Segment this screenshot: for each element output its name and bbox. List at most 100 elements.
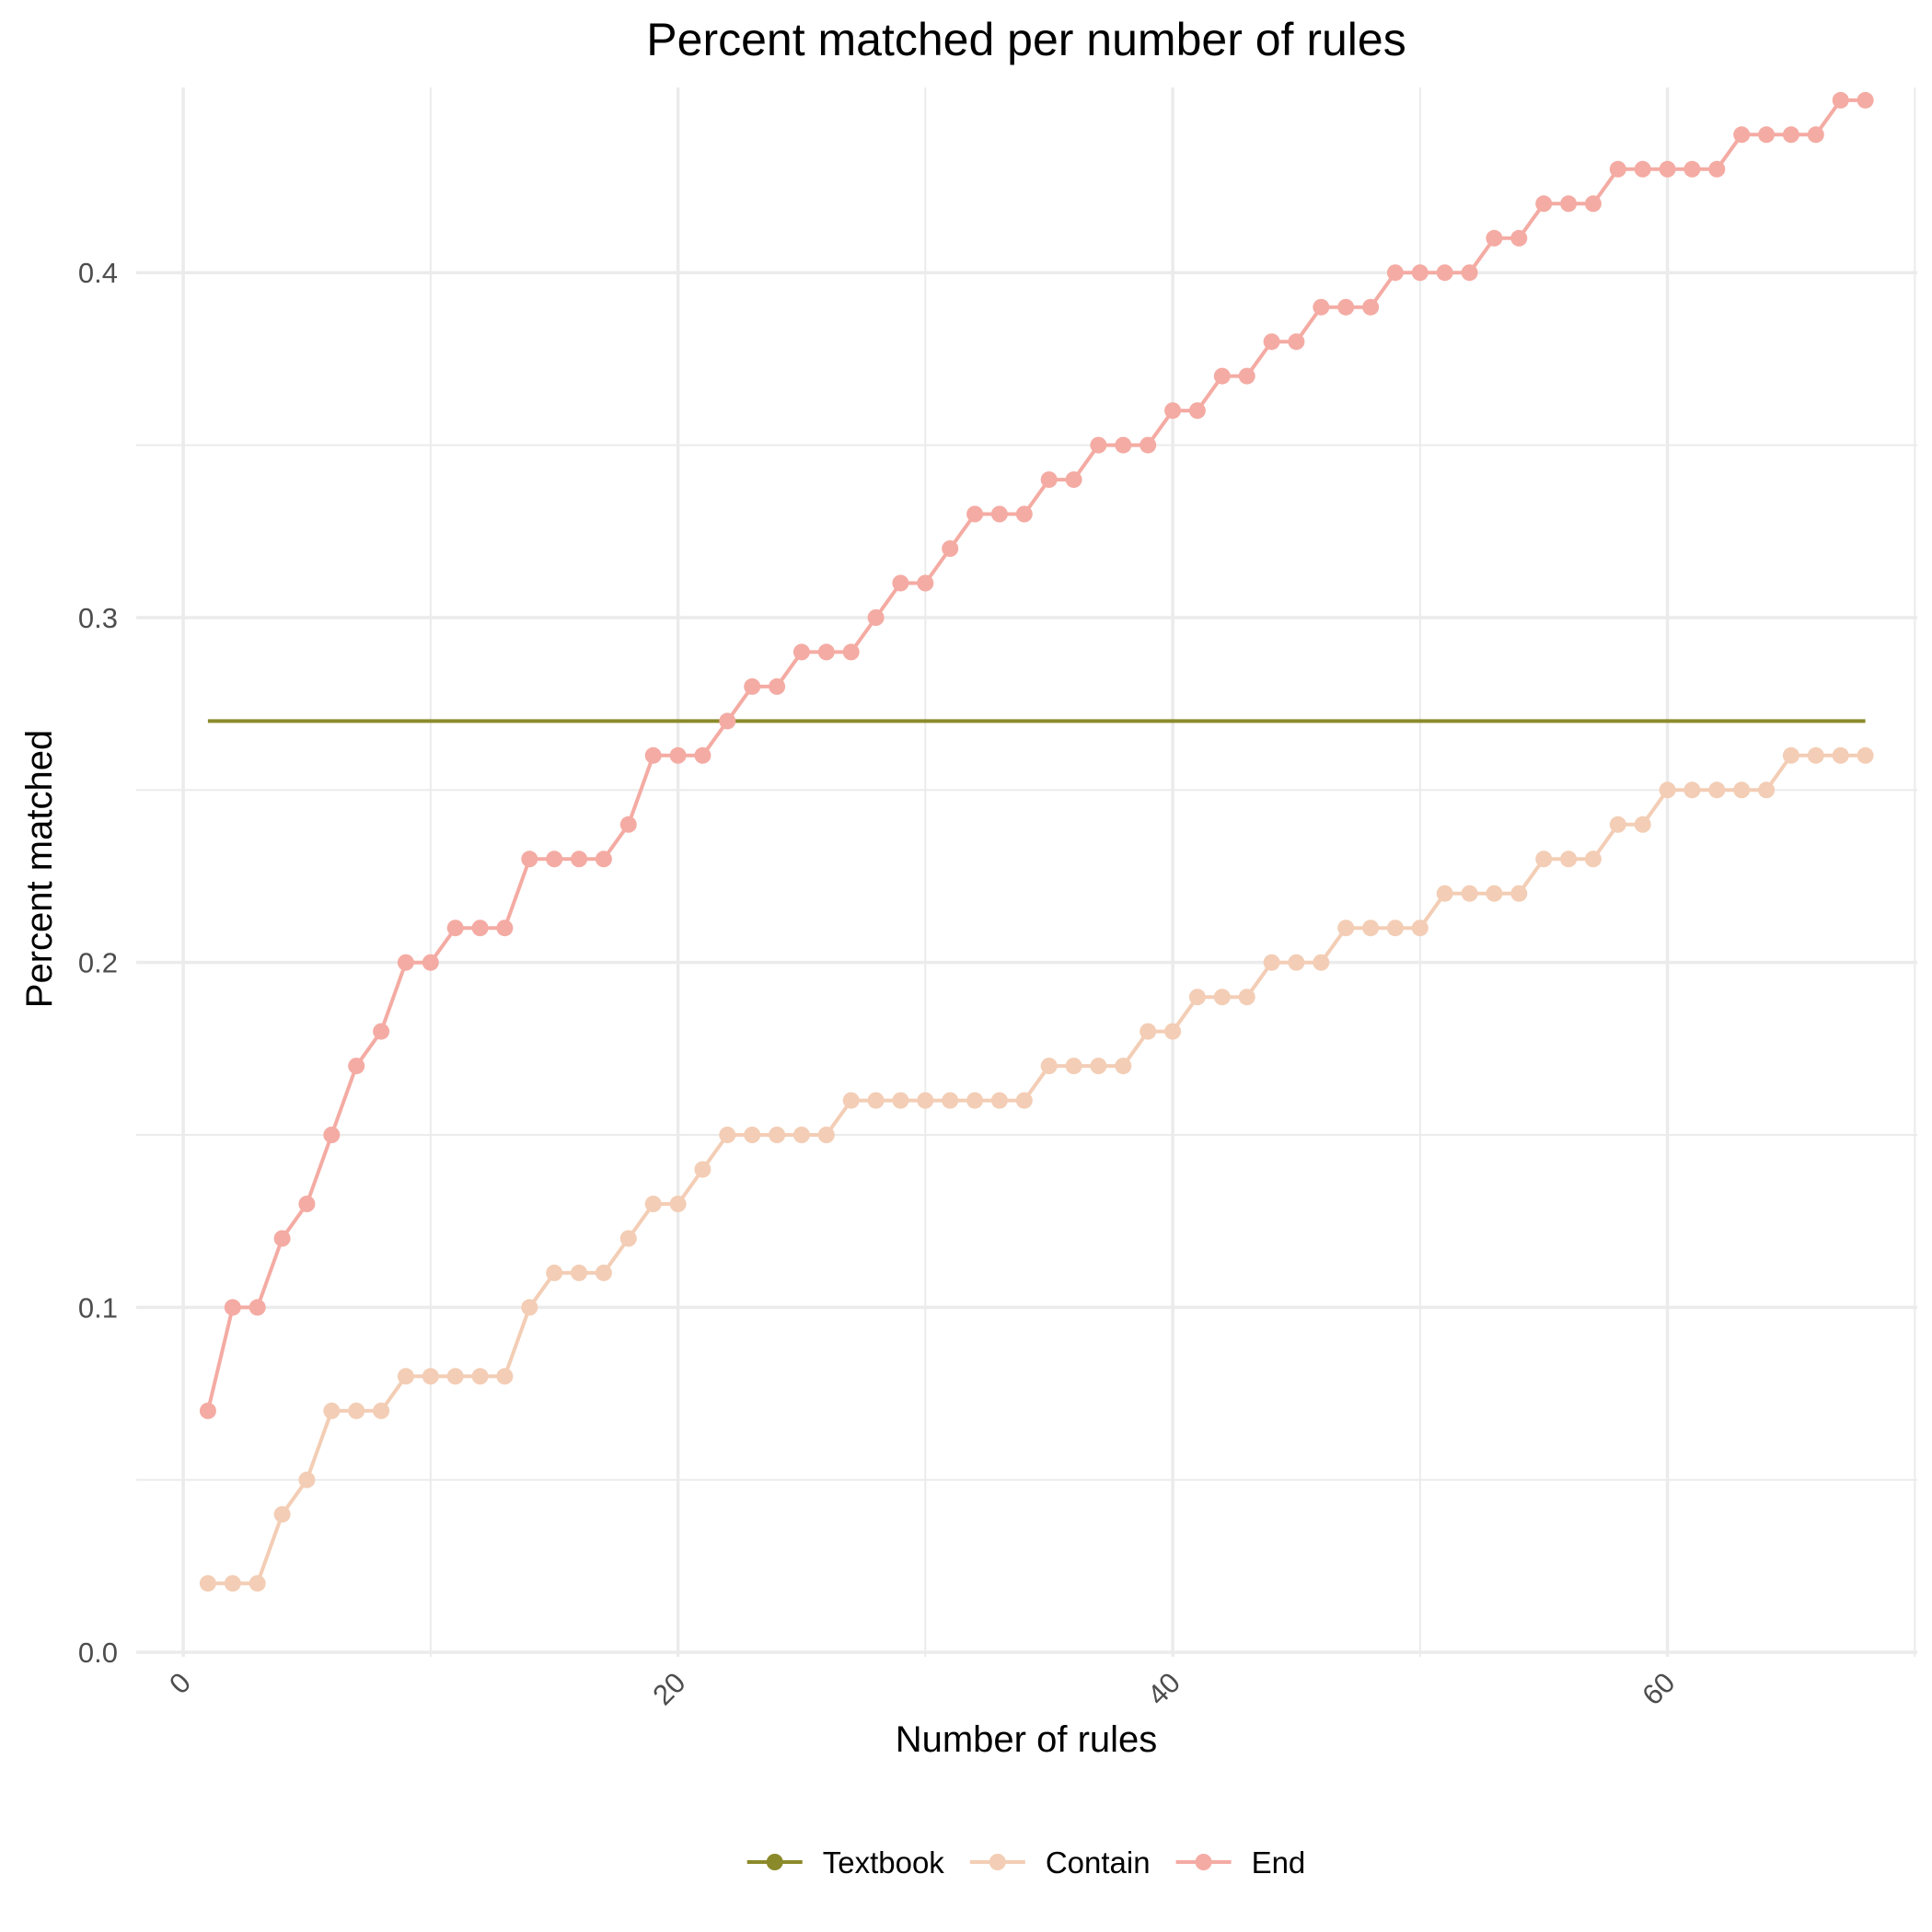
data-point-end bbox=[1263, 333, 1280, 351]
data-point-end bbox=[1659, 160, 1676, 178]
x-tick-label: 0 bbox=[163, 1666, 197, 1700]
data-point-end bbox=[1857, 91, 1874, 109]
x-tick-label: 60 bbox=[1636, 1666, 1681, 1711]
data-point-end bbox=[521, 850, 538, 868]
data-point-contain bbox=[348, 1402, 365, 1419]
data-point-end bbox=[1807, 126, 1824, 144]
data-point-contain bbox=[1535, 850, 1553, 868]
data-point-end bbox=[744, 677, 761, 695]
data-point-end bbox=[446, 920, 464, 937]
data-point-contain bbox=[1807, 746, 1824, 764]
data-point-end bbox=[422, 954, 439, 971]
data-point-contain bbox=[496, 1368, 514, 1385]
data-point-end bbox=[298, 1196, 316, 1212]
data-point-end bbox=[323, 1127, 341, 1143]
data-point-end bbox=[1040, 471, 1058, 489]
data-point-contain bbox=[224, 1575, 241, 1592]
data-point-contain bbox=[471, 1368, 489, 1385]
data-point-contain bbox=[1486, 885, 1503, 902]
data-point-contain bbox=[842, 1092, 860, 1109]
legend-label-textbook: Textbook bbox=[823, 1845, 945, 1880]
data-point-end bbox=[719, 712, 736, 730]
data-point-end bbox=[1758, 126, 1776, 144]
data-point-end bbox=[273, 1230, 291, 1247]
legend-item-end: End bbox=[1175, 1845, 1305, 1880]
data-point-end bbox=[397, 954, 414, 971]
data-point-end bbox=[1733, 126, 1751, 144]
data-point-end bbox=[842, 643, 860, 661]
data-point-contain bbox=[1461, 885, 1478, 902]
data-point-end bbox=[1609, 160, 1626, 178]
data-point-contain bbox=[1386, 920, 1404, 937]
data-point-end bbox=[1411, 264, 1429, 282]
data-point-end bbox=[546, 850, 563, 868]
data-point-end bbox=[595, 850, 612, 868]
data-point-contain bbox=[619, 1230, 637, 1247]
y-axis-ticks: 0.0 0.1 0.2 0.3 0.4 bbox=[78, 257, 118, 1669]
plot-area bbox=[199, 91, 1874, 1592]
data-point-contain bbox=[1683, 781, 1701, 799]
data-point-contain bbox=[942, 1092, 959, 1109]
data-point-end bbox=[942, 540, 959, 557]
data-point-contain bbox=[1560, 850, 1578, 868]
y-axis-title: Percent matched bbox=[19, 730, 60, 1008]
data-point-contain bbox=[1263, 954, 1280, 971]
data-point-contain bbox=[1832, 746, 1849, 764]
data-point-contain bbox=[1782, 746, 1799, 764]
data-point-end bbox=[1313, 298, 1330, 316]
data-point-contain bbox=[744, 1127, 761, 1143]
data-point-contain bbox=[1659, 781, 1676, 799]
data-point-end bbox=[1486, 229, 1503, 247]
data-point-end bbox=[1584, 195, 1602, 213]
data-point-contain bbox=[1436, 885, 1453, 902]
data-point-end bbox=[199, 1402, 216, 1419]
data-point-end bbox=[1337, 298, 1355, 316]
data-point-end bbox=[917, 574, 934, 592]
series-end bbox=[199, 91, 1874, 1419]
data-point-end bbox=[694, 746, 711, 764]
series-line-contain bbox=[207, 753, 1866, 1586]
x-tick-label: 40 bbox=[1141, 1666, 1186, 1711]
data-point-contain bbox=[1634, 816, 1651, 833]
data-point-contain bbox=[298, 1471, 316, 1488]
y-tick-label: 0.1 bbox=[78, 1291, 118, 1324]
data-point-end bbox=[1164, 402, 1182, 420]
data-point-end bbox=[1782, 126, 1799, 144]
data-point-contain bbox=[644, 1196, 662, 1212]
data-point-contain bbox=[323, 1402, 341, 1419]
minor-gridlines bbox=[136, 87, 1917, 1657]
data-point-contain bbox=[1857, 746, 1874, 764]
data-point-end bbox=[1461, 264, 1478, 282]
data-point-end bbox=[1140, 436, 1157, 454]
data-point-end bbox=[571, 850, 588, 868]
y-tick-label: 0.0 bbox=[78, 1637, 118, 1669]
data-point-contain bbox=[373, 1402, 390, 1419]
data-point-contain bbox=[1115, 1058, 1132, 1075]
data-point-contain bbox=[769, 1127, 786, 1143]
data-point-end bbox=[471, 920, 489, 937]
legend-item-contain: Contain bbox=[969, 1845, 1151, 1880]
x-axis-title: Number of rules bbox=[896, 1719, 1158, 1760]
data-point-contain bbox=[1362, 920, 1380, 937]
data-point-contain bbox=[1411, 920, 1429, 937]
data-point-contain bbox=[249, 1575, 266, 1592]
data-point-contain bbox=[273, 1506, 291, 1523]
data-point-contain bbox=[1040, 1058, 1058, 1075]
x-tick-label: 20 bbox=[646, 1666, 691, 1711]
data-point-end bbox=[1188, 402, 1206, 420]
data-point-end bbox=[348, 1058, 365, 1075]
data-point-end bbox=[966, 505, 984, 523]
x-axis-ticks: 0 20 40 60 bbox=[163, 1666, 1681, 1711]
data-point-contain bbox=[1090, 1058, 1107, 1075]
data-point-end bbox=[1386, 264, 1404, 282]
data-point-end bbox=[1362, 298, 1380, 316]
data-point-end bbox=[669, 746, 687, 764]
data-point-contain bbox=[521, 1299, 538, 1316]
data-point-contain bbox=[792, 1127, 810, 1143]
data-point-contain bbox=[1584, 850, 1602, 868]
data-point-contain bbox=[1733, 781, 1751, 799]
data-point-contain bbox=[1758, 781, 1776, 799]
data-point-contain bbox=[719, 1127, 736, 1143]
data-point-end bbox=[1213, 367, 1231, 385]
